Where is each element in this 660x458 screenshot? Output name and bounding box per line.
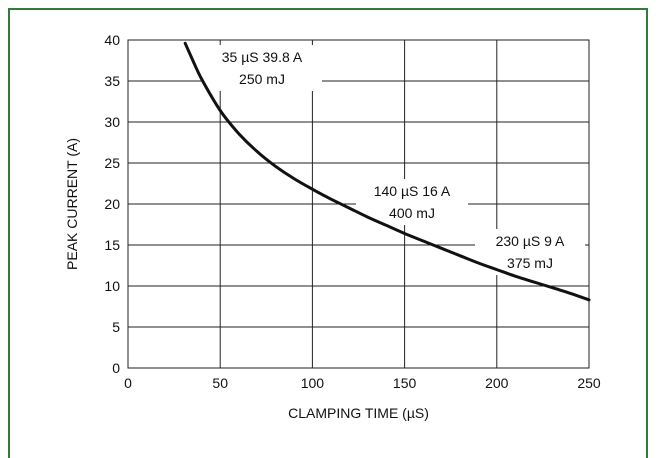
plot-border	[127, 39, 590, 369]
y-tick-label: 15	[104, 237, 120, 253]
series-line	[183, 41, 591, 302]
y-tick-label: 35	[104, 73, 120, 89]
annotation-line2: 375 mJ	[507, 255, 553, 271]
x-tick-label: 50	[212, 375, 228, 391]
y-tick-label: 40	[104, 32, 120, 48]
x-tick-label: 150	[393, 375, 417, 391]
series-layer	[183, 41, 591, 302]
annotation-line1: 140 µS 16 A	[374, 183, 451, 199]
x-tick-label: 200	[485, 375, 509, 391]
y-axis-label: PEAK CURRENT (A)	[64, 138, 80, 270]
x-tick-label: 250	[577, 375, 601, 391]
x-tick-labels: 0 50 100 150 200 250	[124, 375, 601, 391]
y-tick-label: 0	[112, 360, 120, 376]
annotation-line2: 250 mJ	[239, 71, 285, 87]
annotation-backgrounds	[202, 45, 585, 275]
x-axis-label: CLAMPING TIME (µS)	[288, 405, 429, 421]
y-tick-label: 20	[104, 196, 120, 212]
annotation-line1: 230 µS 9 A	[496, 233, 565, 249]
annotation-line1: 35 µS 39.8 A	[222, 49, 303, 65]
annotation-line2: 400 mJ	[389, 205, 435, 221]
annotation-background	[356, 179, 468, 225]
x-tick-label: 100	[301, 375, 325, 391]
y-tick-label: 30	[104, 114, 120, 130]
y-tick-label: 10	[104, 278, 120, 294]
y-tick-label: 25	[104, 155, 120, 171]
annotations: 35 µS 39.8 A 250 mJ 140 µS 16 A 400 mJ 230 µ…	[222, 49, 565, 271]
y-tick-label: 5	[112, 319, 120, 335]
x-tick-label: 0	[124, 375, 132, 391]
annotation-background	[202, 45, 322, 91]
y-tick-labels: 0 5 10 15 20 25 30 35 40	[104, 32, 120, 376]
